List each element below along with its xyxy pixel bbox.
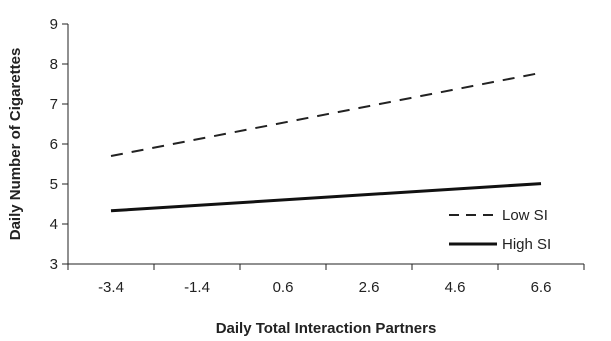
x-ticks: -3.4 -1.4 0.6 2.6 4.6 6.6 bbox=[67, 264, 585, 296]
x-tick-label: 0.6 bbox=[273, 279, 294, 296]
x-tick-label: 6.6 bbox=[531, 279, 552, 296]
y-axis-title: Daily Number of Cigarettes bbox=[7, 48, 24, 241]
axes bbox=[67, 24, 584, 265]
y-tick-label: 6 bbox=[50, 136, 58, 153]
y-tick-label: 5 bbox=[50, 176, 58, 193]
y-tick-label: 4 bbox=[50, 216, 58, 233]
series-line-low-si bbox=[110, 71, 542, 157]
series-line-high-si bbox=[110, 182, 542, 213]
y-ticks: 3 4 5 6 7 8 9 bbox=[50, 16, 68, 273]
x-axis-title: Daily Total Interaction Partners bbox=[216, 320, 437, 337]
legend: Low SI High SI bbox=[449, 207, 551, 253]
y-tick-label: 8 bbox=[50, 56, 58, 73]
x-tick-label: -3.4 bbox=[98, 279, 124, 296]
x-tick-label: -1.4 bbox=[184, 279, 210, 296]
y-tick-label: 3 bbox=[50, 256, 58, 273]
y-tick-label: 9 bbox=[50, 16, 58, 33]
x-tick-label: 2.6 bbox=[359, 279, 380, 296]
legend-label-high-si: High SI bbox=[502, 236, 551, 253]
legend-label-low-si: Low SI bbox=[502, 207, 548, 224]
y-tick-label: 7 bbox=[50, 96, 58, 113]
x-tick-label: 4.6 bbox=[445, 279, 466, 296]
series-layer bbox=[110, 71, 542, 213]
